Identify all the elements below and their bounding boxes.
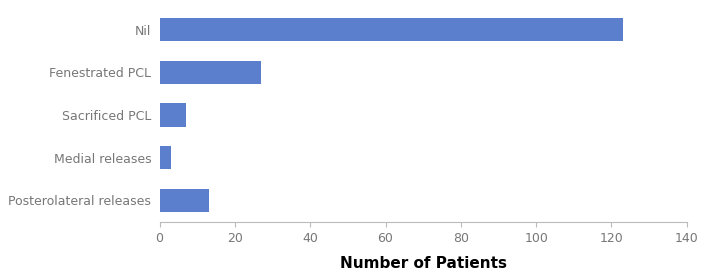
Bar (160, 18, 623, 42)
Bar (160, 103, 186, 127)
Bar (160, 189, 209, 212)
Bar (160, 146, 171, 169)
X-axis label: Number of Patients: Number of Patients (339, 256, 507, 271)
Bar (160, 61, 261, 84)
